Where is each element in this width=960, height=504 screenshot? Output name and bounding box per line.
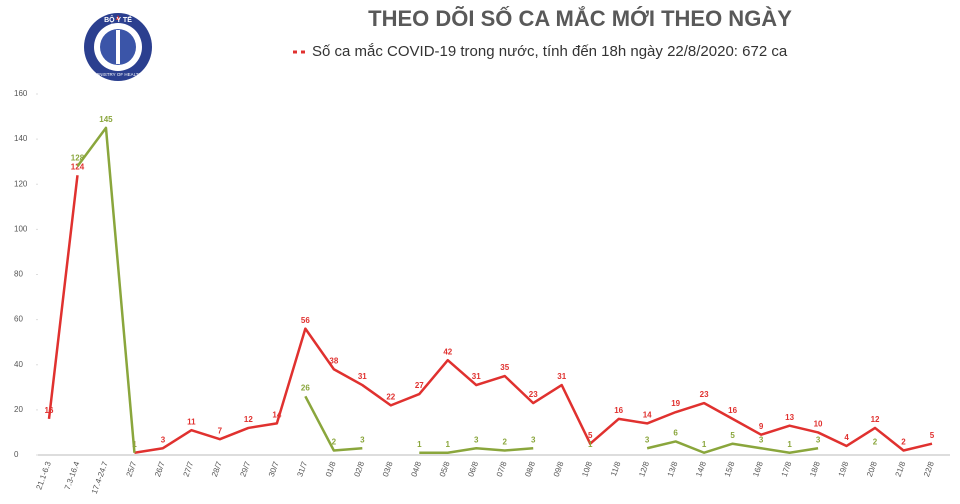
y-tick-label: 100 [14, 224, 28, 233]
data-label: 22 [386, 392, 395, 401]
data-label: 1 [446, 440, 451, 449]
data-label: 13 [785, 413, 794, 422]
y-tick-label: 160 [14, 89, 28, 98]
series-line [47, 175, 933, 454]
data-label: 42 [443, 347, 452, 356]
legend-label: Số ca mắc COVID-19 trong nước, tính đến … [312, 43, 788, 60]
data-label: 1 [702, 440, 707, 449]
data-label: 7 [218, 426, 223, 435]
data-label: 1 [787, 440, 792, 449]
data-label: 31 [472, 372, 481, 381]
data-label: 14 [643, 411, 652, 420]
data-label: 3 [645, 435, 650, 444]
data-label: 56 [301, 316, 310, 325]
data-label: 2 [901, 438, 906, 447]
data-label: 16 [614, 406, 623, 415]
data-label: 35 [500, 363, 509, 372]
y-tick-label: 60 [14, 315, 23, 324]
data-label: 16 [728, 406, 737, 415]
data-label: 11 [187, 417, 196, 426]
data-label: 3 [816, 435, 821, 444]
data-label: 1 [588, 440, 593, 449]
data-label: 12 [244, 415, 253, 424]
logo-top: BỘ Y TẾ [104, 14, 132, 24]
data-label: 4 [844, 433, 849, 442]
logo-staff [116, 30, 120, 64]
chart-title: THEO DÕI SỐ CA MẮC MỚI THEO NGÀY [368, 5, 792, 31]
data-label: 12 [871, 415, 880, 424]
data-label: 31 [358, 372, 367, 381]
y-tick-label: 140 [14, 134, 28, 143]
data-label: 2 [332, 438, 337, 447]
y-tick-label: 0 [14, 450, 19, 459]
data-label: 3 [759, 435, 764, 444]
data-label: 10 [814, 420, 823, 429]
y-tick-label: 80 [14, 270, 23, 279]
data-label: 1 [132, 440, 137, 449]
y-tick-label: 40 [14, 360, 23, 369]
y-tick-label: 120 [14, 179, 28, 188]
data-label: 23 [529, 390, 538, 399]
data-label: 145 [99, 115, 113, 124]
data-label: 23 [700, 390, 709, 399]
data-label: 3 [360, 435, 365, 444]
data-label: 2 [873, 438, 878, 447]
data-label: 26 [301, 383, 310, 392]
data-label: 128 [71, 153, 85, 162]
y-tick-label: 20 [14, 405, 23, 414]
data-label: 124 [71, 162, 85, 171]
data-label: 19 [671, 399, 680, 408]
data-label: 5 [730, 431, 735, 440]
data-label: 5 [930, 431, 935, 440]
data-label: 3 [531, 435, 536, 444]
data-label: 5 [588, 431, 593, 440]
data-label: 9 [759, 422, 764, 431]
data-label: 6 [673, 429, 678, 438]
logo-bottom: MINISTRY OF HEALTH [94, 72, 142, 77]
logo-star [116, 15, 120, 20]
data-label: 1 [132, 440, 137, 449]
logo: BỘ Y TẾ MINISTRY OF HEALTH [84, 13, 152, 81]
data-label: 31 [557, 372, 566, 381]
data-label: 38 [329, 356, 338, 365]
data-label: 3 [474, 435, 479, 444]
data-label: 27 [415, 381, 424, 390]
data-label: 14 [272, 411, 281, 420]
data-label: 2 [503, 438, 508, 447]
data-label: 1 [417, 440, 422, 449]
data-label: 3 [161, 435, 166, 444]
data-label: 16 [45, 406, 54, 415]
